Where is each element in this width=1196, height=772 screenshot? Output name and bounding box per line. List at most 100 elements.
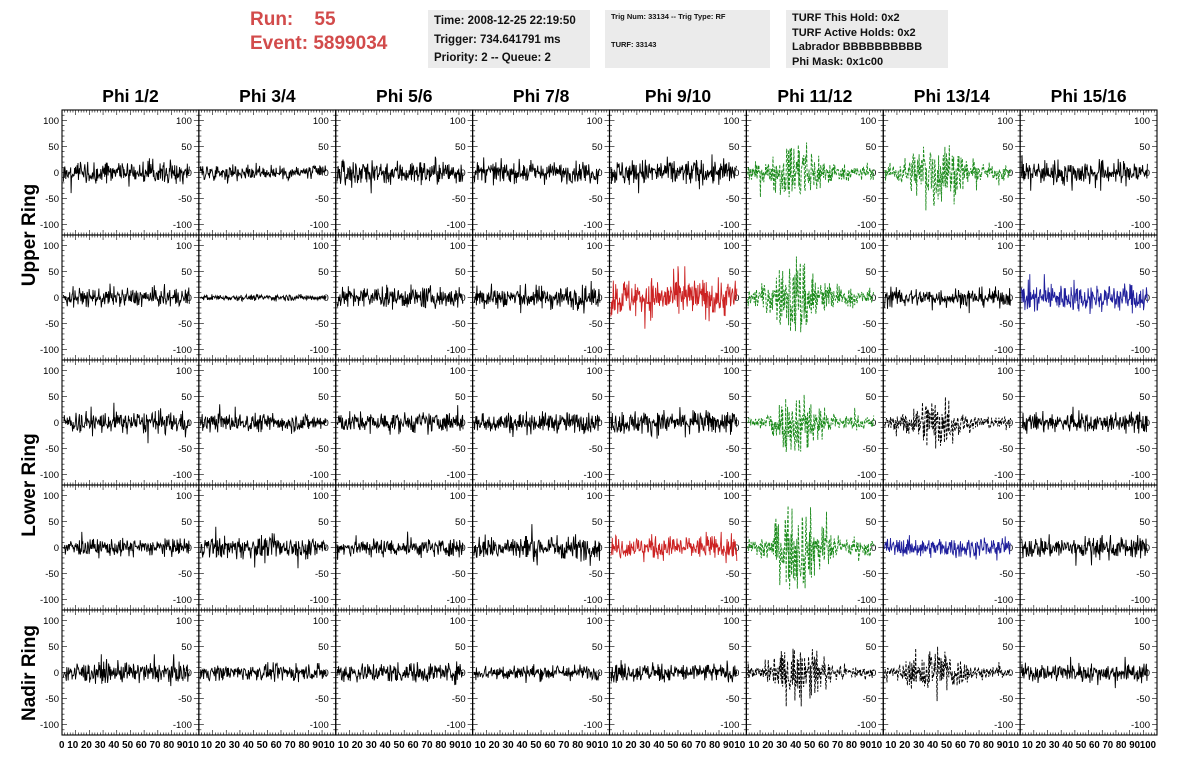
y-tick-label: 50	[318, 392, 329, 403]
y-tick-label: 50	[48, 392, 59, 403]
waveform-line	[747, 505, 875, 590]
waveform-line	[199, 162, 327, 184]
waveform-line	[610, 154, 738, 194]
waveform-line	[473, 524, 601, 566]
y-tick-label: -50	[863, 444, 877, 455]
y-tick-label: 50	[48, 517, 59, 528]
y-tick-label: 50	[455, 392, 466, 403]
y-tick-label: 50	[729, 392, 740, 403]
y-tick-label: 100	[43, 116, 59, 127]
y-tick-label: -50	[999, 444, 1013, 455]
y-tick-label: 50	[455, 142, 466, 153]
y-tick-label: 100	[176, 241, 192, 252]
y-tick-label: 50	[729, 517, 740, 528]
y-tick-label: -100	[1131, 470, 1150, 481]
y-tick-label: -50	[1136, 444, 1150, 455]
waveform-line	[62, 158, 190, 194]
y-tick-label: -100	[857, 220, 876, 231]
y-tick-label: -100	[583, 595, 602, 606]
y-tick-label: 100	[997, 241, 1013, 252]
y-tick-label: 0	[871, 543, 876, 554]
y-tick-label: -100	[720, 595, 739, 606]
time-text: Time: 2008-12-25 22:19:50	[434, 15, 576, 27]
column-header: Phi 1/2	[102, 86, 159, 106]
y-tick-label: 100	[1134, 241, 1150, 252]
waveform-line	[884, 286, 1011, 314]
run-label: Run:	[250, 9, 294, 30]
y-tick-label: -100	[720, 220, 739, 231]
y-tick-label: 0	[54, 543, 59, 554]
y-tick-label: 100	[43, 241, 59, 252]
y-tick-label: -100	[173, 345, 192, 356]
y-tick-label: -50	[178, 444, 192, 455]
waveform-line	[747, 394, 875, 453]
waveform-line	[610, 531, 738, 564]
waveform-line	[1021, 155, 1148, 191]
y-tick-label: 50	[1139, 142, 1150, 153]
y-tick-label: 0	[734, 168, 739, 179]
y-tick-label: 50	[729, 142, 740, 153]
y-tick-label: 100	[176, 366, 192, 377]
y-tick-label: 100	[176, 491, 192, 502]
run-value: 55	[314, 9, 336, 30]
y-tick-label: -50	[452, 569, 466, 580]
y-tick-label: -100	[310, 220, 329, 231]
waveform-line	[336, 531, 464, 560]
y-tick-label: 100	[860, 366, 876, 377]
y-tick-label: 50	[592, 142, 603, 153]
column-header: Phi 15/16	[1050, 86, 1127, 106]
y-tick-label: -50	[45, 569, 59, 580]
y-tick-label: -100	[40, 595, 59, 606]
y-tick-label: 100	[860, 116, 876, 127]
y-tick-label: 100	[43, 366, 59, 377]
y-tick-label: 50	[318, 142, 329, 153]
y-tick-label: -100	[583, 220, 602, 231]
y-tick-label: 50	[592, 392, 603, 403]
y-tick-label: 50	[455, 267, 466, 278]
y-tick-label: -50	[45, 444, 59, 455]
y-tick-label: -50	[45, 319, 59, 330]
y-tick-label: 50	[181, 517, 192, 528]
trigger-text: Trigger: 734.641791 ms	[434, 33, 561, 46]
y-tick-label: 0	[54, 168, 59, 179]
y-tick-label: -50	[45, 194, 59, 205]
y-tick-label: -100	[40, 345, 59, 356]
y-tick-label: 50	[318, 267, 329, 278]
y-tick-label: 50	[1003, 392, 1014, 403]
y-tick-label: 0	[871, 293, 876, 304]
y-tick-label: -50	[589, 444, 603, 455]
y-tick-label: 100	[724, 241, 740, 252]
y-tick-label: 100	[313, 491, 329, 502]
y-tick-label: -100	[447, 595, 466, 606]
y-tick-label: 100	[313, 366, 329, 377]
column-header: Phi 3/4	[239, 86, 296, 106]
waveform-line	[610, 266, 738, 329]
y-tick-label: 0	[54, 418, 59, 429]
y-tick-label: -50	[726, 319, 740, 330]
phi-mask-text: Phi Mask: 0x1c00	[792, 55, 884, 68]
waveform-line	[199, 526, 327, 569]
y-tick-label: 100	[860, 491, 876, 502]
waveform-line	[63, 402, 190, 444]
waveform-line	[336, 284, 464, 310]
y-tick-label: 0	[323, 168, 328, 179]
waveform-line	[473, 411, 601, 438]
waveform-line	[63, 531, 190, 559]
y-tick-label: -100	[583, 470, 602, 481]
